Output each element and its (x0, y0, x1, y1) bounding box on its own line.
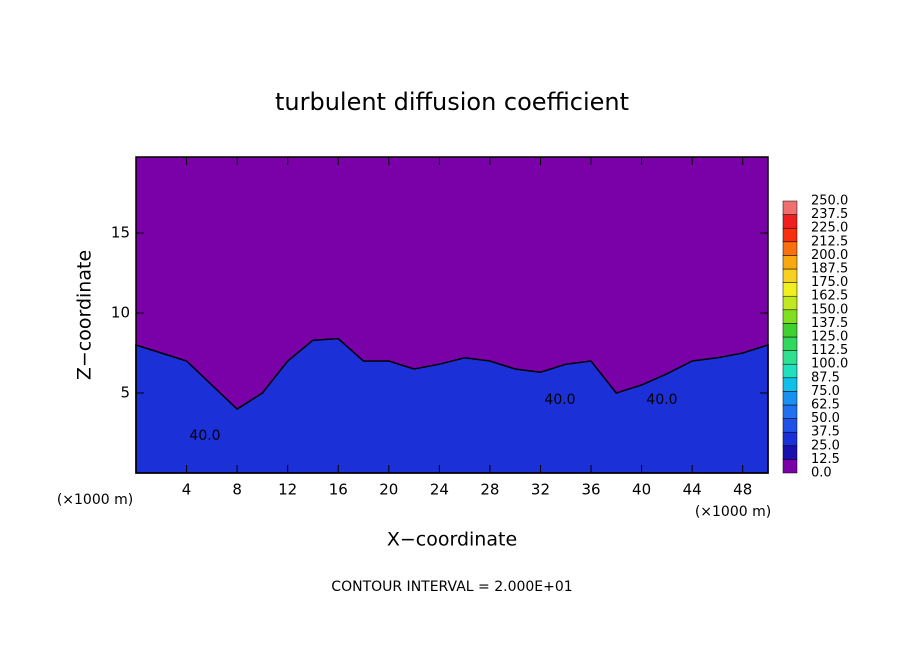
colorbar-band (782, 431, 798, 447)
colorbar-label: 225.0 (811, 221, 848, 236)
colorbar-label: 25.0 (811, 438, 840, 453)
colorbar-band (782, 214, 798, 229)
x-tick-label: 16 (329, 481, 348, 499)
colorbar-label: 150.0 (811, 302, 848, 317)
colorbar-band (782, 268, 798, 283)
colorbar-band (782, 377, 798, 392)
turbulent-layer (135, 337, 769, 474)
colorbar-label: 62.5 (811, 398, 840, 413)
x-tick-label: 8 (232, 481, 242, 499)
chart-title: turbulent diffusion coefficient (275, 88, 629, 116)
colorbar-label: 187.5 (811, 262, 848, 277)
x-tick-label: 4 (182, 481, 192, 499)
colorbar-label: 0.0 (811, 466, 832, 481)
y-tick-label: 15 (111, 224, 130, 242)
y-unit: (×1000 m) (57, 492, 133, 508)
plot-frame (135, 156, 769, 474)
colorbar-band (782, 255, 798, 270)
x-tick-label: 28 (480, 481, 499, 499)
colorbar-label: 50.0 (811, 411, 840, 426)
y-axis-label: Z−coordinate (74, 250, 96, 380)
x-tick-label: 24 (430, 481, 449, 499)
colorbar-label: 137.5 (811, 316, 848, 331)
y-tick-label: 5 (120, 384, 130, 402)
x-tick-label: 40 (632, 481, 651, 499)
contour-label: 40.0 (544, 392, 575, 408)
x-tick-label: 32 (531, 481, 550, 499)
colorbar-band (782, 418, 798, 433)
x-axis-label: X−coordinate (387, 529, 517, 551)
colorbar-band (782, 363, 798, 379)
colorbar-label: 200.0 (811, 248, 848, 263)
colorbar-band (782, 404, 798, 419)
contour-label: 40.0 (646, 392, 677, 408)
colorbar-label: 175.0 (811, 275, 848, 290)
colorbar-label: 237.5 (811, 207, 848, 222)
colorbar-label: 162.5 (811, 289, 848, 304)
colorbar-band (782, 350, 798, 365)
colorbar-band (782, 309, 798, 324)
colorbar-label: 37.5 (811, 425, 840, 440)
x-tick-label: 20 (379, 481, 398, 499)
x-tick-label: 48 (733, 481, 752, 499)
colorbar-band (782, 445, 798, 460)
colorbar-band (782, 295, 798, 311)
x-tick-label: 44 (683, 481, 702, 499)
colorbar-label: 250.0 (811, 194, 848, 209)
y-tick-label: 10 (111, 304, 130, 322)
colorbar-band (782, 282, 798, 297)
colorbar-band (782, 459, 798, 474)
x-unit: (×1000 m) (695, 504, 771, 520)
colorbar-label: 12.5 (811, 452, 840, 467)
colorbar-band (782, 391, 798, 406)
colorbar-label: 100.0 (811, 357, 848, 372)
colorbar-band (782, 241, 798, 256)
colorbar-label: 87.5 (811, 370, 840, 385)
contour-label: 40.0 (189, 428, 220, 444)
colorbar-band (782, 227, 798, 243)
x-tick-label: 12 (278, 481, 297, 499)
colorbar-label: 112.5 (811, 343, 848, 358)
colorbar-label: 212.5 (811, 234, 848, 249)
footer-note: CONTOUR INTERVAL = 2.000E+01 (331, 579, 572, 595)
colorbar-band (782, 323, 798, 338)
colorbar-band (782, 200, 798, 215)
colorbar-label: 125.0 (811, 330, 848, 345)
colorbar-label: 75.0 (811, 384, 840, 399)
x-tick-label: 36 (581, 481, 600, 499)
colorbar-band (782, 336, 798, 351)
